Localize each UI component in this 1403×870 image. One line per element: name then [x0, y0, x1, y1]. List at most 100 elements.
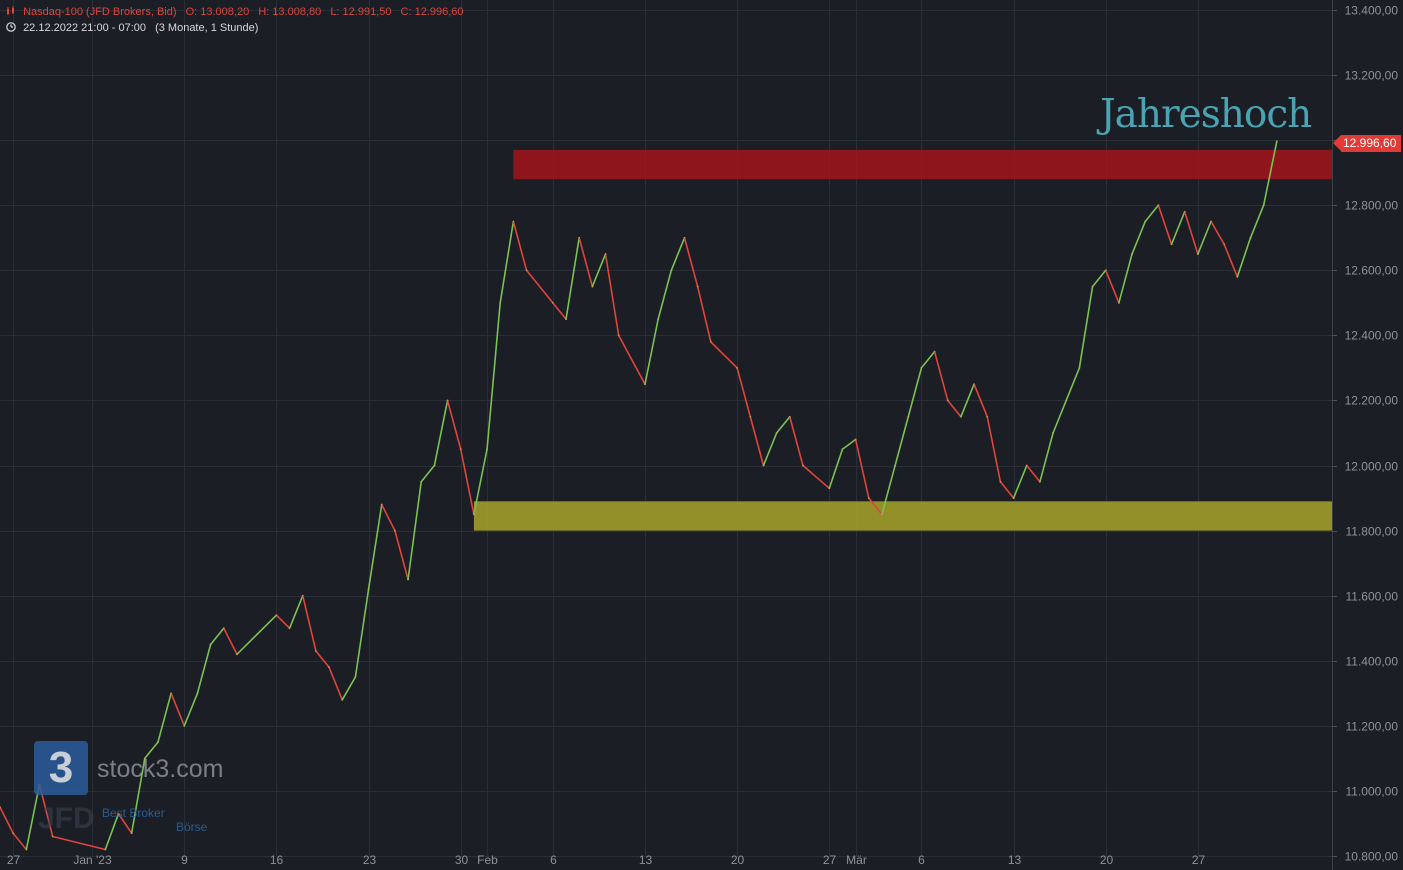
price-point [236, 653, 238, 656]
price-segment [130, 757, 146, 835]
price-segment [51, 835, 107, 851]
price-point [0, 806, 1, 809]
price-segment [802, 464, 831, 490]
x-tick-label: Mär [846, 853, 867, 867]
price-segment [617, 334, 646, 385]
best-broker-logo: Best Broker [102, 806, 165, 820]
instrument-name[interactable]: Nasdaq-100 (JFD Brokers, Bid) [23, 6, 177, 18]
price-segment [1012, 464, 1028, 499]
price-point [1170, 243, 1173, 246]
price-point [446, 399, 449, 402]
price-point [1117, 301, 1120, 304]
price-point [867, 497, 870, 499]
price-segment [1249, 204, 1265, 239]
price-segment [986, 415, 1002, 483]
close-value: C: 12.996,60 [400, 6, 464, 18]
price-segment [183, 692, 199, 727]
price-segment [736, 367, 752, 418]
price-segment [222, 627, 238, 656]
y-tick-label: 11.000,00 [1346, 785, 1399, 799]
price-point [775, 432, 778, 434]
period-label[interactable]: (3 Monate, 1 Stunde) [155, 22, 259, 34]
price-segment [854, 438, 870, 499]
price-segment [25, 783, 41, 851]
x-tick-label: 6 [918, 853, 925, 867]
price-segment [486, 302, 502, 451]
annotation-year-high[interactable]: Jahreshoch [1100, 92, 1312, 137]
price-point [157, 741, 159, 744]
price-point [130, 832, 133, 835]
price-point [1223, 243, 1226, 246]
price-point [354, 676, 357, 678]
resistance-zone [513, 149, 1332, 180]
price-segment [1052, 399, 1068, 434]
price-point [762, 464, 765, 467]
x-tick-label: 20 [731, 853, 745, 867]
price-segment [867, 497, 883, 516]
price-point [1249, 236, 1252, 239]
price-point [1210, 220, 1212, 223]
price-point [288, 627, 291, 630]
price-segment [1262, 140, 1278, 207]
price-point [802, 464, 804, 467]
y-tick-label: 11.200,00 [1346, 720, 1399, 734]
price-segment [170, 692, 186, 727]
price-segment [657, 269, 673, 320]
price-point [1183, 210, 1186, 213]
y-tick-label: 11.800,00 [1346, 525, 1399, 539]
chart-header-period: 22.12.2022 21:00 - 07:00 (3 Monate, 1 St… [6, 22, 264, 34]
price-segment [841, 438, 857, 451]
price-point [604, 253, 607, 255]
price-point [578, 236, 581, 239]
price-segment [157, 692, 172, 743]
price-segment [696, 285, 712, 343]
price-point [51, 835, 54, 838]
y-tick-label: 11.400,00 [1346, 655, 1399, 669]
price-point [183, 724, 186, 727]
price-segment [104, 812, 120, 851]
price-point [420, 480, 423, 483]
x-tick-label: 27 [823, 853, 837, 867]
price-segment [552, 302, 567, 320]
price-point [1065, 399, 1068, 402]
price-segment [788, 415, 804, 467]
price-segment [209, 627, 225, 646]
price-point [170, 692, 173, 695]
x-tick-label: 30 [455, 853, 469, 867]
price-point [551, 301, 554, 304]
price-point [104, 848, 107, 851]
price-point [999, 480, 1002, 483]
price-point [393, 529, 396, 532]
price-point [1052, 432, 1054, 434]
x-axis[interactable]: 27 Jan '23 9 16 23 30 Feb 6 13 20 27 Mär 6 13 20 27 [7, 853, 1206, 867]
price-segment [380, 503, 396, 532]
price-series [0, 140, 1278, 851]
price-segment [446, 399, 462, 451]
price-point [433, 464, 436, 467]
price-segment [236, 614, 278, 656]
price-point [407, 578, 409, 581]
watermark-site: stock3.com [97, 755, 224, 783]
price-point [275, 614, 278, 617]
price-point [657, 318, 660, 321]
price-segment [328, 666, 344, 701]
price-point [591, 285, 594, 288]
price-segment [604, 253, 620, 337]
y-axis[interactable]: 13.400,0013.200,0013.000,0012.800,0012.6… [1332, 4, 1398, 864]
price-segment [1065, 367, 1081, 402]
price-point [209, 643, 212, 646]
price-point [1157, 204, 1160, 207]
price-segment [828, 448, 844, 490]
clock-icon [6, 22, 16, 32]
price-point [920, 367, 923, 369]
price-point [341, 698, 344, 701]
price-point [1038, 480, 1041, 483]
price-point [894, 464, 897, 467]
price-point [1131, 253, 1133, 255]
y-tick-label: 12.400,00 [1345, 329, 1399, 343]
open-value: O: 13.008,20 [185, 6, 250, 18]
high-value: H: 13.008,80 [258, 6, 322, 18]
x-tick-label: 6 [550, 853, 557, 867]
price-point [881, 513, 883, 516]
stock3-logo-icon: 3 [34, 741, 88, 795]
